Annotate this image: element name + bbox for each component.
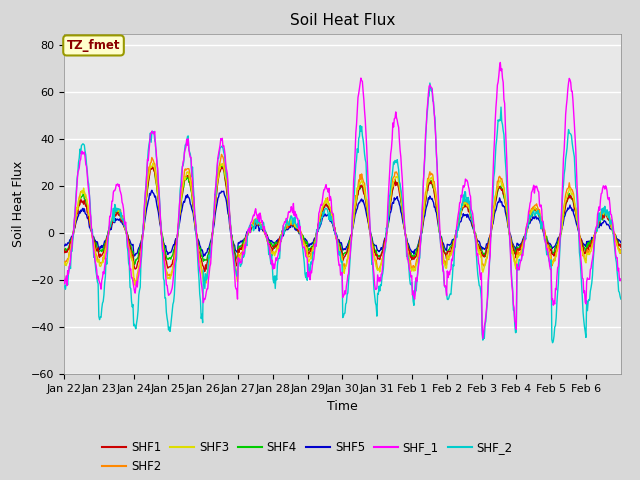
Title: Soil Heat Flux: Soil Heat Flux [290, 13, 395, 28]
X-axis label: Time: Time [327, 400, 358, 413]
Y-axis label: Soil Heat Flux: Soil Heat Flux [12, 161, 25, 247]
Legend: SHF1, SHF2, SHF3, SHF4, SHF5, SHF_1, SHF_2: SHF1, SHF2, SHF3, SHF4, SHF5, SHF_1, SHF… [98, 436, 517, 478]
Text: TZ_fmet: TZ_fmet [67, 39, 120, 52]
